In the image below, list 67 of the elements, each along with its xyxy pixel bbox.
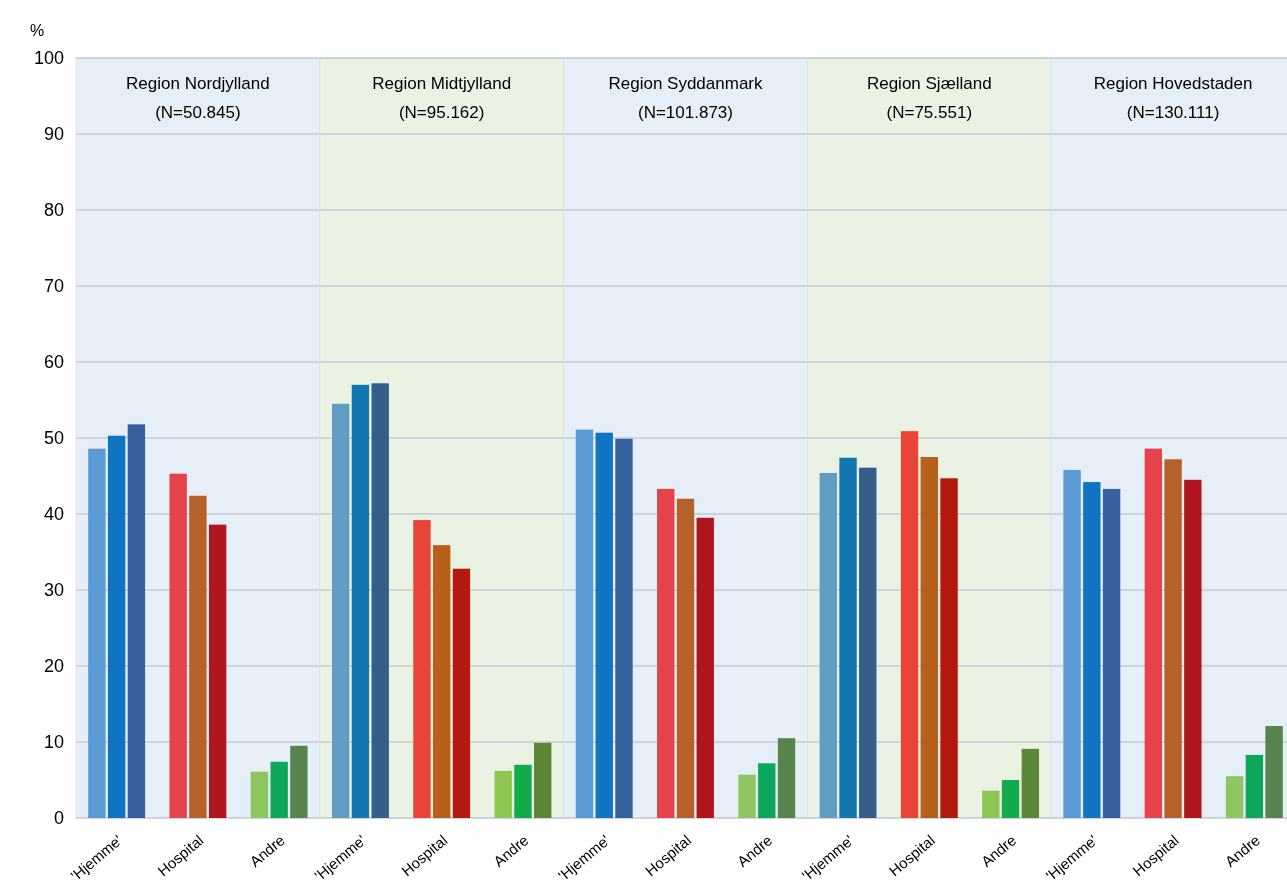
bar xyxy=(331,403,350,818)
bar xyxy=(1001,780,1020,818)
bar xyxy=(494,770,512,818)
y-axis-title: % xyxy=(30,22,45,39)
bar xyxy=(1164,459,1182,818)
bar xyxy=(676,498,695,818)
bar xyxy=(777,738,796,818)
y-tick-label: 90 xyxy=(43,124,64,145)
bar xyxy=(575,429,594,818)
text: Region Hovedstaden xyxy=(1093,74,1253,93)
bar xyxy=(514,764,532,818)
bar xyxy=(1265,726,1283,818)
y-tick-label: 60 xyxy=(43,352,64,373)
bar xyxy=(107,435,126,818)
bar xyxy=(208,524,227,818)
y-tick-label: 10 xyxy=(43,732,64,753)
bar xyxy=(534,742,552,818)
y-tick-label: 40 xyxy=(43,504,64,525)
y-tick-label: 50 xyxy=(43,428,64,449)
text: (N=50.845) xyxy=(155,103,241,122)
bar xyxy=(290,745,308,818)
bar xyxy=(738,774,756,818)
bar xyxy=(920,457,938,818)
bar xyxy=(1245,754,1264,818)
bar xyxy=(413,520,431,818)
bar xyxy=(615,438,633,818)
text: Region Nordjylland xyxy=(126,74,270,93)
bar xyxy=(1063,469,1081,818)
text: Region Syddanmark xyxy=(608,74,764,93)
bar xyxy=(270,761,288,818)
text: (N=75.551) xyxy=(886,103,973,122)
bar xyxy=(595,432,613,818)
bar xyxy=(1225,776,1244,818)
bar xyxy=(1021,748,1040,818)
text: Region Midtjylland xyxy=(372,74,512,93)
bar xyxy=(900,431,919,818)
bar xyxy=(189,495,207,818)
y-tick-label: 20 xyxy=(43,656,64,677)
bar xyxy=(351,384,370,818)
bar xyxy=(758,763,776,818)
bar xyxy=(250,771,269,818)
bar xyxy=(657,488,675,818)
bar xyxy=(940,478,958,818)
y-tick-label: 70 xyxy=(43,276,64,297)
text: Region Sjælland xyxy=(866,74,992,93)
y-tick-label: 80 xyxy=(43,200,64,221)
y-tick-label: 30 xyxy=(43,580,64,601)
bar xyxy=(127,424,146,818)
bar xyxy=(452,568,471,818)
bar xyxy=(819,472,837,818)
bar xyxy=(1083,482,1101,818)
bar xyxy=(433,545,451,818)
bar xyxy=(696,517,714,818)
bar xyxy=(88,448,106,818)
bar xyxy=(1184,479,1202,818)
bar xyxy=(1102,488,1121,818)
bar xyxy=(169,473,187,818)
text: (N=101.873) xyxy=(638,103,733,122)
bar xyxy=(859,467,877,818)
bar xyxy=(839,457,857,818)
text: (N=95.162) xyxy=(398,103,485,122)
bar xyxy=(982,790,1000,818)
bar xyxy=(1144,448,1163,818)
y-tick-label: 100 xyxy=(33,48,64,69)
bar xyxy=(371,383,389,818)
text: (N=130.111) xyxy=(1126,103,1220,122)
y-tick-label: 0 xyxy=(53,808,64,829)
